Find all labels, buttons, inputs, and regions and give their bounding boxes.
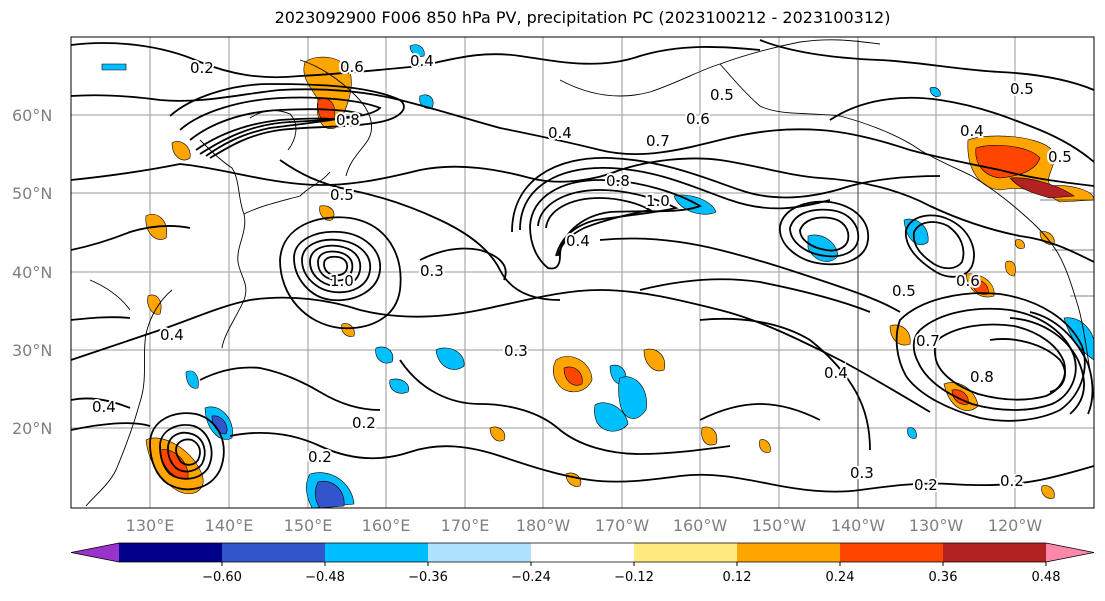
map-title: 2023092900 F006 850 hPa PV, precipitatio… bbox=[274, 8, 891, 27]
lat-label: 30°N bbox=[12, 341, 52, 360]
colorbar-tick-label: 0.24 bbox=[826, 570, 855, 585]
contour-label: 0.5 bbox=[1010, 80, 1034, 98]
contour-label: 0.5 bbox=[1048, 148, 1072, 166]
map-border bbox=[70, 36, 1095, 509]
colorbar-tick-label: 0.48 bbox=[1032, 570, 1061, 585]
longitude-labels: 130°E 140°E 150°E 160°E 170°E 180°W 170°… bbox=[126, 516, 1043, 535]
lat-label: 40°N bbox=[12, 263, 52, 282]
colorbar-tick-label: 0.12 bbox=[723, 570, 752, 585]
latitude-labels: 60°N 50°N 40°N 30°N 20°N bbox=[12, 106, 52, 438]
colorbar-tick-label: −0.60 bbox=[202, 570, 242, 585]
lon-label: 150°E bbox=[284, 516, 333, 535]
lat-label: 20°N bbox=[12, 419, 52, 438]
lon-label: 140°W bbox=[831, 516, 886, 535]
contour-label: 0.7 bbox=[646, 132, 670, 150]
contour-label: 0.2 bbox=[352, 414, 376, 432]
lon-label: 120°W bbox=[988, 516, 1043, 535]
colorbar-extend-high bbox=[1046, 543, 1094, 562]
contour-label: 0.2 bbox=[914, 476, 938, 494]
contour-label: 0.6 bbox=[956, 272, 980, 290]
lat-label: 50°N bbox=[12, 184, 52, 203]
contour-label: 1.0 bbox=[646, 192, 670, 210]
contour-label: 0.5 bbox=[330, 186, 354, 204]
colorbar-swatch bbox=[840, 543, 944, 562]
colorbar-tick-label: 0.36 bbox=[929, 570, 958, 585]
contour-label: 0.4 bbox=[410, 52, 434, 70]
contour-label: 0.4 bbox=[548, 124, 572, 142]
contour-label: 0.3 bbox=[850, 464, 874, 482]
colorbar-tick-label: −0.36 bbox=[408, 570, 448, 585]
colorbar-swatch bbox=[119, 543, 223, 562]
lon-label: 170°E bbox=[441, 516, 490, 535]
colorbar-tick-label: −0.12 bbox=[614, 570, 654, 585]
colorbar-swatch bbox=[222, 543, 326, 562]
colorbar-tick-label: −0.48 bbox=[305, 570, 345, 585]
lon-label: 160°E bbox=[362, 516, 411, 535]
colorbar-extend-low bbox=[71, 543, 119, 562]
contour-label: 0.6 bbox=[340, 58, 364, 76]
lon-label: 140°E bbox=[205, 516, 254, 535]
contour-label: 0.8 bbox=[336, 111, 360, 129]
lat-label: 60°N bbox=[12, 106, 52, 125]
contour-label: 0.5 bbox=[710, 86, 734, 104]
lon-label: 180°W bbox=[516, 516, 571, 535]
contour-label: 0.2 bbox=[1000, 472, 1024, 490]
contour-label: 0.3 bbox=[504, 342, 528, 360]
contour-label: 0.4 bbox=[824, 364, 848, 382]
contour-label: 0.2 bbox=[308, 448, 332, 466]
contour-labels: 0.2 0.6 0.4 0.8 0.4 0.7 0.6 0.5 0.8 1.0 … bbox=[90, 50, 1074, 496]
colorbar-swatch bbox=[531, 543, 635, 562]
lon-label: 170°W bbox=[595, 516, 650, 535]
lon-label: 150°W bbox=[752, 516, 807, 535]
colorbar-swatch bbox=[428, 543, 532, 562]
contour-label: 0.8 bbox=[606, 172, 630, 190]
contour-label: 0.4 bbox=[960, 122, 984, 140]
colorbar-swatch bbox=[737, 543, 841, 562]
lon-label: 160°W bbox=[673, 516, 728, 535]
contour-label: 0.3 bbox=[420, 262, 444, 280]
graticule bbox=[71, 37, 1094, 508]
colorbar-tick-label: −0.24 bbox=[511, 570, 551, 585]
contour-label: 0.4 bbox=[160, 326, 184, 344]
contour-label: 1.0 bbox=[330, 272, 354, 290]
contour-label: 0.8 bbox=[970, 368, 994, 386]
coastlines bbox=[85, 39, 1094, 508]
pv-contours bbox=[71, 39, 1094, 493]
contour-label: 0.5 bbox=[892, 282, 916, 300]
colorbar: −0.60 −0.48 −0.36 −0.24 −0.12 0.12 0.24 0.36 0.4… bbox=[70, 542, 1095, 585]
lon-label: 130°W bbox=[909, 516, 964, 535]
colorbar-swatch bbox=[325, 543, 429, 562]
contour-label: 0.6 bbox=[686, 110, 710, 128]
contour-label: 0.4 bbox=[92, 398, 116, 416]
contour-label: 0.4 bbox=[566, 232, 590, 250]
contour-label: 0.2 bbox=[190, 59, 214, 77]
contour-label: 0.7 bbox=[916, 332, 940, 350]
colorbar-swatch bbox=[634, 543, 738, 562]
lon-label: 130°E bbox=[126, 516, 175, 535]
colorbar-swatch bbox=[943, 543, 1047, 562]
